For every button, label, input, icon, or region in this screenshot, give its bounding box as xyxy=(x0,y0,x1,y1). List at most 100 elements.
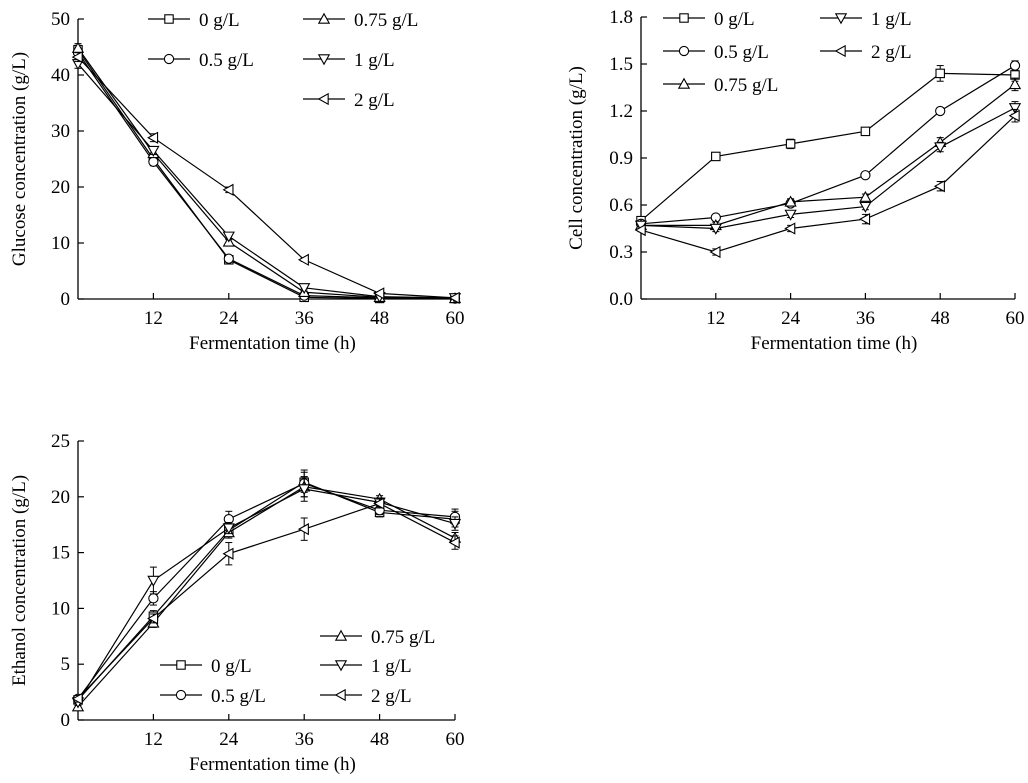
y-axis-title: Cell concentration (g/L) xyxy=(566,66,587,250)
x-tick-label: 24 xyxy=(781,308,801,329)
y-tick-label: 25 xyxy=(51,431,70,452)
x-tick-label: 48 xyxy=(370,308,389,329)
data-point xyxy=(784,195,797,207)
x-tick-label: 24 xyxy=(219,308,239,329)
legend-entry-0-g-l: 0 g/L xyxy=(663,9,755,30)
legend-entry-2-g-l: 2 g/L xyxy=(303,90,395,111)
legend-label: 0.75 g/L xyxy=(354,10,418,31)
series-1-g-l xyxy=(71,476,462,709)
legend-marker xyxy=(677,77,691,89)
legend-marker xyxy=(679,13,689,23)
x-axis-title: Fermentation time (h) xyxy=(751,333,918,354)
y-tick-label: 0 xyxy=(61,289,71,310)
data-point xyxy=(711,151,721,162)
series-line xyxy=(77,49,455,300)
legend-marker xyxy=(163,53,175,65)
series-line xyxy=(641,83,1016,226)
legend-entry-2-g-l: 2 g/L xyxy=(320,686,412,707)
x-tick-label: 12 xyxy=(706,308,725,329)
legend-marker xyxy=(834,44,846,58)
x-axis-title: Fermentation time (h) xyxy=(189,333,356,354)
y-tick-label: 0.0 xyxy=(609,289,633,310)
legend-entry-0-5-g-l: 0.5 g/L xyxy=(160,686,266,707)
data-point xyxy=(448,291,460,305)
legend-label: 1 g/L xyxy=(354,50,395,71)
series-1-g-l xyxy=(634,101,1022,235)
legend: 0 g/L 0.75 g/L 0.5 g/L 1 g/L 2 g/L xyxy=(148,10,418,111)
x-tick-label: 60 xyxy=(446,729,465,750)
data-point xyxy=(71,50,83,64)
series-line xyxy=(77,488,456,703)
data-point xyxy=(147,612,159,625)
legend-label: 2 g/L xyxy=(371,686,412,707)
data-point xyxy=(1008,103,1022,115)
data-point xyxy=(933,180,945,193)
y-tick-label: 5 xyxy=(61,654,71,675)
legend-label: 0.5 g/L xyxy=(211,686,266,707)
legend-entry-1-g-l: 1 g/L xyxy=(820,9,912,30)
x-tick-label: 36 xyxy=(856,308,875,329)
data-point xyxy=(223,253,234,264)
series-line xyxy=(77,482,456,700)
legend-marker xyxy=(164,14,174,24)
series-2-g-l xyxy=(634,108,1020,259)
data-point xyxy=(448,536,460,549)
data-point xyxy=(935,68,945,79)
data-point xyxy=(448,518,462,530)
series-0-75-g-l xyxy=(71,41,462,304)
data-point xyxy=(148,593,159,604)
data-point xyxy=(1008,109,1020,122)
data-point xyxy=(859,201,872,213)
series-line xyxy=(640,72,1016,222)
y-tick-label: 50 xyxy=(51,9,70,30)
data-point xyxy=(709,223,722,235)
x-tick-label: 60 xyxy=(446,308,465,329)
series-line xyxy=(77,47,456,300)
y-tick-label: 40 xyxy=(51,65,70,86)
x-tick-label: 48 xyxy=(931,308,950,329)
x-tick-label: 48 xyxy=(370,729,389,750)
series-2-g-l xyxy=(71,497,460,705)
legend-marker xyxy=(317,92,329,106)
legend-label: 1 g/L xyxy=(871,9,912,30)
legend-entry-0-g-l: 0 g/L xyxy=(160,656,252,677)
legend-entry-0-75-g-l: 0.75 g/L xyxy=(320,627,435,648)
y-tick-label: 1.2 xyxy=(609,101,633,122)
data-point xyxy=(148,156,159,167)
legend-marker xyxy=(678,45,690,57)
data-point xyxy=(860,170,871,181)
legend-label: 0.5 g/L xyxy=(714,42,769,63)
x-tick-label: 12 xyxy=(144,308,163,329)
legend-marker xyxy=(317,12,331,24)
data-point xyxy=(222,183,234,196)
series-line xyxy=(77,502,456,700)
y-tick-label: 10 xyxy=(51,233,70,254)
x-tick-label: 12 xyxy=(144,729,163,750)
legend-marker xyxy=(176,660,186,670)
y-tick-label: 10 xyxy=(51,598,70,619)
data-point xyxy=(1008,78,1022,90)
legend-entry-2-g-l: 2 g/L xyxy=(820,42,912,63)
x-tick-label: 36 xyxy=(295,308,314,329)
y-tick-label: 0.3 xyxy=(609,242,633,263)
legend-label: 0 g/L xyxy=(714,9,755,30)
series-line xyxy=(77,481,456,701)
data-point xyxy=(785,139,796,149)
y-tick-label: 1.8 xyxy=(609,7,633,28)
legend-label: 0 g/L xyxy=(199,10,240,31)
data-point xyxy=(147,131,159,144)
legend-entry-1-g-l: 1 g/L xyxy=(303,50,395,71)
y-tick-label: 0.9 xyxy=(609,148,633,169)
data-point xyxy=(297,523,309,536)
data-point xyxy=(709,245,721,259)
legend-label: 1 g/L xyxy=(371,656,412,677)
data-point xyxy=(222,231,235,243)
x-tick-label: 36 xyxy=(295,729,314,750)
data-point xyxy=(860,126,871,137)
x-tick-label: 60 xyxy=(1006,308,1025,329)
x-axis-title: Fermentation time (h) xyxy=(189,754,356,775)
series-0-75-g-l xyxy=(634,77,1022,231)
legend: 0 g/L 1 g/L 0.5 g/L 2 g/L 0.75 g/L xyxy=(663,9,912,96)
series-line xyxy=(640,115,1016,253)
